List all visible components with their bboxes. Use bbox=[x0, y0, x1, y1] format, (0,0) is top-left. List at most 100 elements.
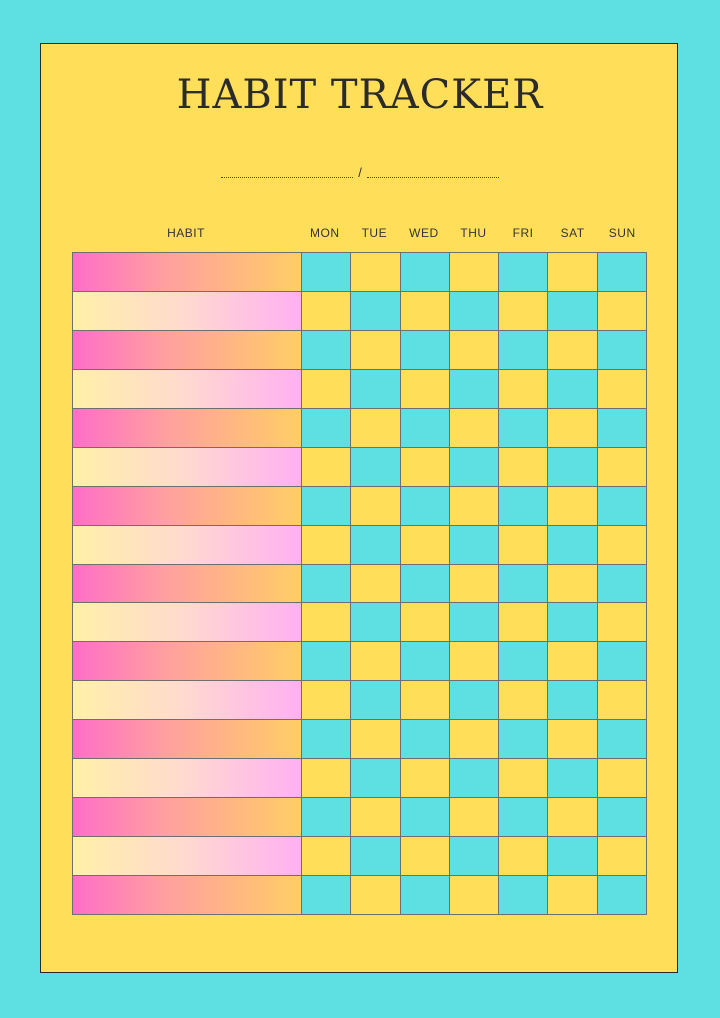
habit-name-field[interactable] bbox=[73, 486, 301, 525]
day-checkbox-mon[interactable] bbox=[302, 447, 351, 486]
day-checkbox-tue[interactable] bbox=[351, 798, 400, 837]
day-checkbox-mon[interactable] bbox=[302, 253, 351, 291]
day-checkbox-sat[interactable] bbox=[548, 447, 597, 486]
day-checkbox-fri[interactable] bbox=[499, 876, 548, 914]
day-checkbox-wed[interactable] bbox=[400, 564, 449, 603]
day-checkbox-fri[interactable] bbox=[499, 447, 548, 486]
day-checkbox-thu[interactable] bbox=[449, 681, 499, 720]
day-checkbox-sun[interactable] bbox=[597, 525, 646, 564]
habit-name-field[interactable] bbox=[73, 837, 301, 876]
day-checkbox-mon[interactable] bbox=[302, 798, 351, 837]
day-checkbox-thu[interactable] bbox=[449, 759, 499, 798]
start-date-field[interactable] bbox=[221, 163, 354, 178]
day-checkbox-thu[interactable] bbox=[449, 291, 499, 330]
day-checkbox-mon[interactable] bbox=[302, 759, 351, 798]
day-checkbox-sat[interactable] bbox=[548, 642, 597, 681]
day-checkbox-thu[interactable] bbox=[449, 447, 499, 486]
day-checkbox-fri[interactable] bbox=[499, 408, 548, 447]
day-checkbox-mon[interactable] bbox=[302, 564, 351, 603]
day-checkbox-mon[interactable] bbox=[302, 720, 351, 759]
day-checkbox-sun[interactable] bbox=[597, 253, 646, 291]
day-checkbox-mon[interactable] bbox=[302, 603, 351, 642]
habit-name-field[interactable] bbox=[73, 330, 301, 369]
day-checkbox-sat[interactable] bbox=[548, 330, 597, 369]
day-checkbox-fri[interactable] bbox=[499, 798, 548, 837]
day-checkbox-mon[interactable] bbox=[302, 837, 351, 876]
day-checkbox-tue[interactable] bbox=[351, 408, 400, 447]
day-checkbox-tue[interactable] bbox=[351, 603, 400, 642]
habit-name-field[interactable] bbox=[73, 603, 301, 642]
day-checkbox-sun[interactable] bbox=[597, 642, 646, 681]
day-checkbox-thu[interactable] bbox=[449, 486, 499, 525]
habit-name-field[interactable] bbox=[73, 564, 301, 603]
day-checkbox-fri[interactable] bbox=[499, 486, 548, 525]
day-checkbox-tue[interactable] bbox=[351, 525, 400, 564]
day-checkbox-sat[interactable] bbox=[548, 603, 597, 642]
day-checkbox-sun[interactable] bbox=[597, 369, 646, 408]
day-checkbox-fri[interactable] bbox=[499, 681, 548, 720]
day-checkbox-sun[interactable] bbox=[597, 876, 646, 914]
day-checkbox-tue[interactable] bbox=[351, 759, 400, 798]
day-checkbox-sat[interactable] bbox=[548, 564, 597, 603]
day-checkbox-sat[interactable] bbox=[548, 291, 597, 330]
day-checkbox-thu[interactable] bbox=[449, 642, 499, 681]
day-checkbox-sun[interactable] bbox=[597, 720, 646, 759]
day-checkbox-sat[interactable] bbox=[548, 253, 597, 291]
day-checkbox-sat[interactable] bbox=[548, 681, 597, 720]
day-checkbox-tue[interactable] bbox=[351, 876, 400, 914]
day-checkbox-wed[interactable] bbox=[400, 486, 449, 525]
day-checkbox-fri[interactable] bbox=[499, 253, 548, 291]
day-checkbox-sat[interactable] bbox=[548, 525, 597, 564]
habit-name-field[interactable] bbox=[73, 253, 301, 291]
day-checkbox-mon[interactable] bbox=[302, 642, 351, 681]
habit-name-field[interactable] bbox=[73, 798, 301, 837]
day-checkbox-sat[interactable] bbox=[548, 837, 597, 876]
day-checkbox-sat[interactable] bbox=[548, 798, 597, 837]
day-checkbox-sat[interactable] bbox=[548, 369, 597, 408]
end-date-field[interactable] bbox=[366, 163, 499, 178]
day-checkbox-wed[interactable] bbox=[400, 720, 449, 759]
day-checkbox-tue[interactable] bbox=[351, 837, 400, 876]
habit-name-field[interactable] bbox=[73, 408, 301, 447]
day-checkbox-fri[interactable] bbox=[499, 603, 548, 642]
day-checkbox-fri[interactable] bbox=[499, 291, 548, 330]
day-checkbox-tue[interactable] bbox=[351, 330, 400, 369]
day-checkbox-sun[interactable] bbox=[597, 681, 646, 720]
day-checkbox-sun[interactable] bbox=[597, 408, 646, 447]
day-checkbox-wed[interactable] bbox=[400, 447, 449, 486]
habit-name-field[interactable] bbox=[73, 291, 301, 330]
day-checkbox-wed[interactable] bbox=[400, 798, 449, 837]
day-checkbox-sun[interactable] bbox=[597, 837, 646, 876]
day-checkbox-thu[interactable] bbox=[449, 837, 499, 876]
day-checkbox-thu[interactable] bbox=[449, 603, 499, 642]
day-checkbox-thu[interactable] bbox=[449, 876, 499, 914]
day-checkbox-wed[interactable] bbox=[400, 876, 449, 914]
day-checkbox-mon[interactable] bbox=[302, 525, 351, 564]
day-checkbox-wed[interactable] bbox=[400, 759, 449, 798]
day-checkbox-thu[interactable] bbox=[449, 408, 499, 447]
day-checkbox-tue[interactable] bbox=[351, 447, 400, 486]
day-checkbox-sun[interactable] bbox=[597, 603, 646, 642]
day-checkbox-thu[interactable] bbox=[449, 330, 499, 369]
day-checkbox-thu[interactable] bbox=[449, 798, 499, 837]
day-checkbox-mon[interactable] bbox=[302, 681, 351, 720]
day-checkbox-wed[interactable] bbox=[400, 642, 449, 681]
day-checkbox-wed[interactable] bbox=[400, 681, 449, 720]
day-checkbox-thu[interactable] bbox=[449, 564, 499, 603]
day-checkbox-sun[interactable] bbox=[597, 486, 646, 525]
day-checkbox-wed[interactable] bbox=[400, 253, 449, 291]
habit-name-field[interactable] bbox=[73, 447, 301, 486]
day-checkbox-tue[interactable] bbox=[351, 681, 400, 720]
day-checkbox-fri[interactable] bbox=[499, 642, 548, 681]
day-checkbox-mon[interactable] bbox=[302, 291, 351, 330]
day-checkbox-mon[interactable] bbox=[302, 330, 351, 369]
habit-name-field[interactable] bbox=[73, 876, 301, 914]
habit-name-field[interactable] bbox=[73, 369, 301, 408]
day-checkbox-wed[interactable] bbox=[400, 408, 449, 447]
day-checkbox-sat[interactable] bbox=[548, 408, 597, 447]
day-checkbox-mon[interactable] bbox=[302, 369, 351, 408]
day-checkbox-sat[interactable] bbox=[548, 876, 597, 914]
day-checkbox-sun[interactable] bbox=[597, 291, 646, 330]
day-checkbox-sun[interactable] bbox=[597, 564, 646, 603]
day-checkbox-tue[interactable] bbox=[351, 642, 400, 681]
